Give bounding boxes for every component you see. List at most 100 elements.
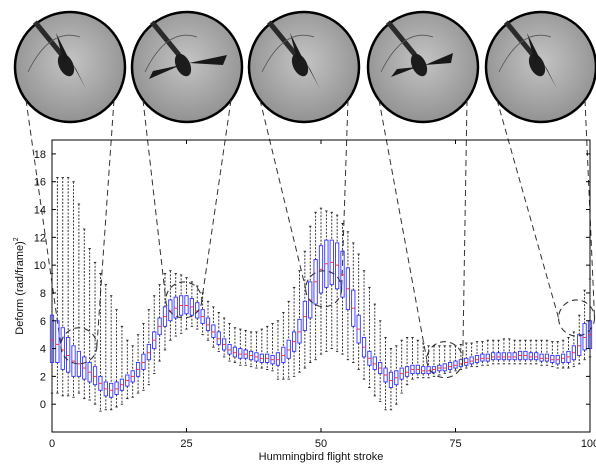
box-iqr	[184, 295, 189, 315]
box-88	[523, 339, 528, 365]
box-81	[485, 339, 490, 366]
box-iqr	[501, 352, 507, 361]
bird-wing	[306, 63, 320, 89]
box-iqr	[539, 353, 544, 362]
box-14	[125, 339, 130, 400]
box-34	[232, 327, 238, 363]
bird-wing	[72, 63, 86, 89]
box-23	[173, 273, 178, 337]
box-75	[453, 345, 458, 372]
inset-tether	[150, 20, 181, 57]
box-42	[275, 320, 281, 380]
connector-line	[25, 99, 62, 346]
photo-insets	[13, 10, 596, 124]
inset-tether	[267, 20, 298, 57]
bird-wing	[391, 67, 417, 77]
box-32	[222, 317, 227, 358]
box-13	[119, 325, 125, 405]
box-71	[431, 345, 437, 377]
box-iqr	[485, 353, 490, 362]
box-87	[517, 339, 523, 365]
inset-string	[380, 34, 434, 73]
box-iqr	[66, 336, 71, 373]
box-66	[404, 336, 410, 386]
inset-string	[27, 34, 81, 73]
box-21	[162, 273, 168, 351]
bird-wing	[189, 55, 227, 65]
box-60	[372, 303, 377, 397]
y-axis-label-text: Deform (rad/frame)	[14, 241, 26, 335]
box-41	[270, 323, 275, 372]
zoom-circle-3	[305, 270, 343, 308]
box-84	[501, 338, 507, 365]
box-89	[528, 339, 533, 365]
x-axis-label: Hummingbird flight stroke	[259, 451, 384, 463]
x-tick-label: 75	[449, 438, 461, 450]
box-47	[302, 250, 307, 369]
y-tick-label: 18	[34, 149, 46, 161]
box-39	[259, 328, 264, 369]
box-17	[141, 323, 146, 391]
box-iqr	[173, 296, 178, 319]
box-iqr	[442, 363, 447, 372]
box-53	[335, 214, 340, 352]
box-7	[87, 248, 92, 401]
zoom-circles	[60, 270, 596, 379]
box-iqr	[448, 362, 453, 370]
bird-wing	[149, 65, 181, 79]
box-35	[238, 328, 243, 366]
box-93	[550, 341, 555, 368]
box-15	[130, 345, 135, 398]
inset-tether	[33, 20, 64, 57]
inset-string	[144, 34, 198, 73]
x-axis-ticks: 0 25 50 75 100	[49, 140, 596, 450]
y-tick-label: 8	[40, 288, 46, 300]
box-57	[356, 253, 361, 370]
box-72	[437, 345, 442, 376]
bird-body	[410, 53, 428, 77]
box-12	[114, 309, 119, 408]
bird-wing	[290, 33, 302, 63]
box-30	[211, 306, 216, 348]
box-iqr	[205, 317, 211, 331]
box-61	[378, 320, 383, 402]
box-iqr	[453, 360, 458, 369]
box-51	[324, 210, 329, 352]
box-77	[464, 342, 469, 369]
x-tick-label: 0	[49, 438, 55, 450]
connector-line	[584, 99, 596, 319]
connector-line	[496, 99, 560, 319]
box-24	[179, 274, 184, 334]
y-tick-label: 10	[34, 260, 46, 272]
box-iqr	[469, 356, 474, 365]
box-iqr	[92, 366, 98, 386]
y-tick-label: 0	[40, 399, 46, 411]
zoom-circle-1	[60, 327, 98, 365]
box-iqr	[480, 353, 485, 362]
box-38	[254, 331, 259, 369]
box-11	[109, 295, 114, 411]
y-axis-label: Deform (rad/frame)2	[13, 237, 26, 335]
box-50	[318, 207, 324, 355]
box-63	[388, 348, 394, 411]
connector-line	[201, 99, 232, 300]
box-68	[415, 339, 420, 379]
box-iqr	[512, 352, 517, 361]
box-iqr	[211, 324, 216, 338]
box-27	[195, 285, 200, 330]
box-10	[103, 284, 108, 411]
zoom-circle-2	[165, 281, 203, 319]
box-59	[367, 286, 372, 388]
inset-frame-5	[484, 10, 596, 124]
box-0	[49, 273, 55, 394]
box-96	[566, 336, 571, 369]
box-iqr	[238, 348, 243, 359]
box-55	[345, 231, 351, 361]
x-tick-label: 100	[581, 438, 596, 450]
box-29	[205, 300, 211, 341]
box-85	[507, 338, 512, 365]
box-48	[308, 225, 313, 363]
box-79	[474, 341, 480, 368]
box-26	[189, 281, 194, 327]
